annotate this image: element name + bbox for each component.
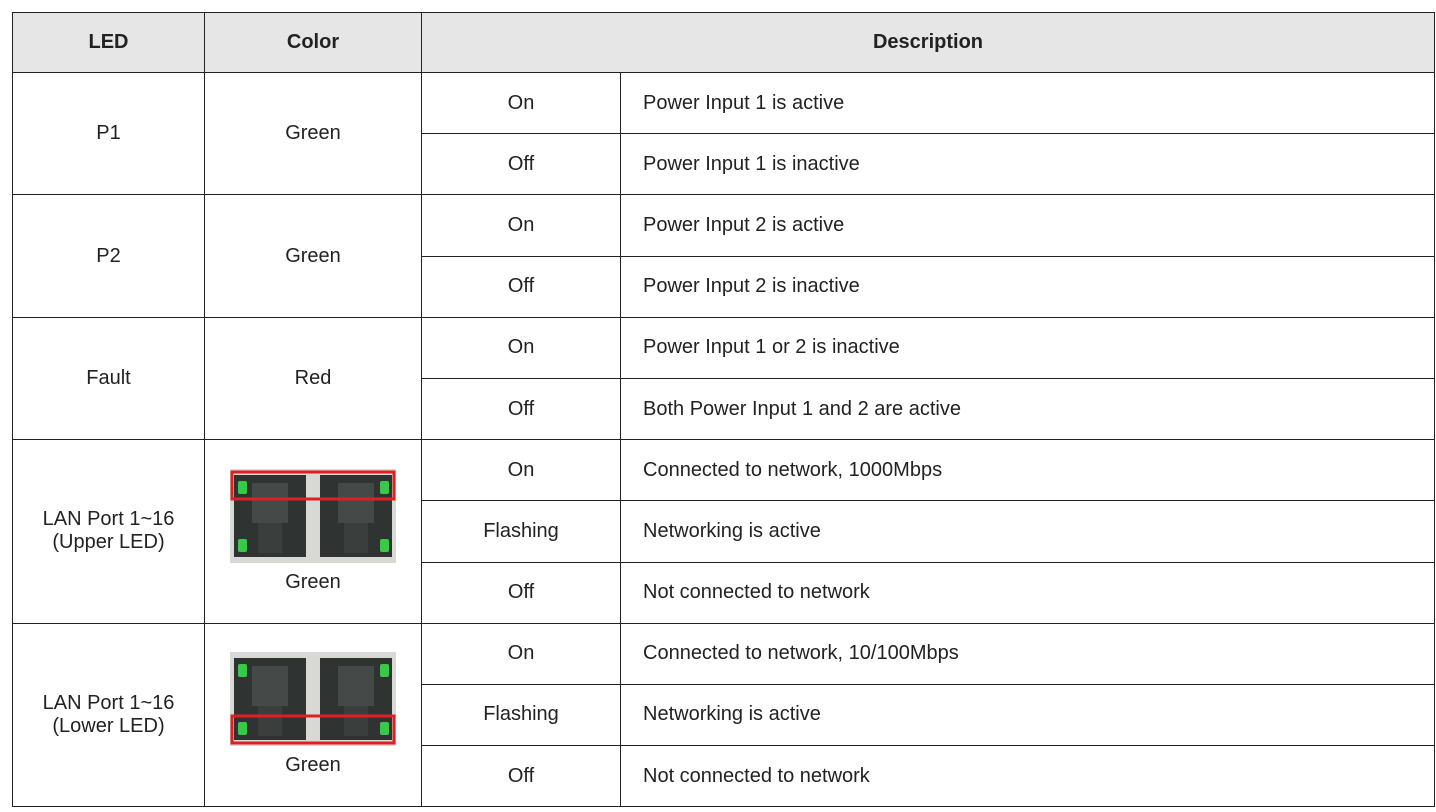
led-light	[238, 538, 247, 552]
highlight-box	[230, 470, 396, 501]
led-cell: P2	[12, 194, 205, 318]
led-cell: LAN Port 1~16 (Upper LED)	[12, 439, 205, 624]
led-name: P2	[96, 244, 121, 267]
table-row: Fault Red On Power Input 1 or 2 is inactive	[12, 316, 1435, 441]
description-cell: Power Input 1 is active	[620, 71, 1435, 135]
led-light	[238, 480, 247, 494]
led-table: LED Color Description P1 Green On Power Inp…	[12, 12, 1435, 808]
led-cell: Fault	[12, 316, 205, 441]
color-cell: Green	[204, 439, 422, 624]
jack-slot	[344, 706, 368, 737]
led-name: LAN Port 1~16	[42, 691, 175, 714]
led-name: LAN Port 1~16	[42, 508, 175, 531]
led-name: Fault	[86, 366, 131, 389]
header-cell: Description	[421, 12, 1435, 73]
header-cell: Color	[204, 12, 422, 73]
color-name: Green	[285, 122, 341, 145]
color-content: Green	[205, 652, 421, 777]
state-cell: On	[421, 71, 621, 135]
jack-slot	[338, 482, 374, 523]
state-cell: Off	[421, 377, 621, 441]
jack-slot	[258, 706, 282, 737]
state-cell: Flashing	[421, 500, 621, 563]
lan-port-icon	[230, 652, 396, 747]
highlight-box	[230, 714, 396, 745]
table-row: Off Not connected to network	[13, 745, 1435, 808]
description-cell: Power Input 2 is inactive	[620, 255, 1435, 318]
table-row: Flashing Networking is active	[13, 500, 1435, 563]
description-cell: Networking is active	[620, 683, 1435, 747]
jack-slot	[252, 666, 288, 707]
led-light	[380, 722, 389, 736]
jack-slot	[344, 522, 368, 553]
description-cell: Both Power Input 1 and 2 are active	[620, 377, 1435, 441]
color-name: Green	[285, 244, 341, 267]
jack-slot	[338, 666, 374, 707]
color-content: Green	[205, 245, 421, 268]
color-cell: Green	[204, 622, 422, 808]
description-cell: Power Input 2 is active	[620, 194, 1435, 257]
led-light	[238, 722, 247, 736]
state-cell: Off	[421, 561, 621, 624]
description-cell: Connected to network, 1000Mbps	[620, 439, 1435, 502]
jack-slot	[258, 522, 282, 553]
lan-port-icon	[230, 468, 396, 563]
state-cell: Off	[421, 133, 621, 196]
jack-slot	[252, 482, 288, 523]
table-row: Off Not connected to network	[13, 561, 1435, 624]
led-name: (Lower LED)	[52, 714, 165, 737]
description-cell: Power Input 1 is inactive	[620, 133, 1435, 196]
table-row: Off Power Input 1 is inactive	[13, 133, 1435, 196]
color-cell: Red	[204, 316, 422, 441]
color-content: Green	[205, 468, 421, 594]
state-cell: Flashing	[421, 683, 621, 747]
color-cell: Green	[204, 71, 422, 196]
led-light	[238, 664, 247, 678]
color-name: Green	[285, 754, 341, 777]
color-cell: Green	[204, 194, 422, 318]
page: LED Color Description P1 Green On Power Inp…	[12, 12, 1435, 808]
description-cell: Not connected to network	[620, 561, 1435, 624]
led-name: (Upper LED)	[52, 531, 165, 554]
table-row: Off Power Input 2 is inactive	[13, 255, 1435, 318]
table-row: LAN Port 1~16 (Upper LED) Green On Connected…	[12, 439, 1435, 624]
led-light	[380, 538, 389, 552]
table-row: Flashing Networking is active	[13, 683, 1435, 747]
description-cell: Power Input 1 or 2 is inactive	[620, 316, 1435, 379]
color-content: Red	[205, 367, 421, 390]
state-cell: On	[421, 439, 621, 502]
table-row: Off Both Power Input 1 and 2 are active	[13, 377, 1435, 441]
color-name: Green	[285, 570, 341, 593]
state-cell: Off	[421, 255, 621, 318]
table-row: P2 Green On Power Input 2 is active	[12, 194, 1435, 318]
header-cell: LED	[12, 12, 205, 73]
state-cell: On	[421, 194, 621, 257]
description-cell: Networking is active	[620, 500, 1435, 563]
led-cell: P1	[12, 71, 205, 196]
led-light	[380, 664, 389, 678]
state-cell: On	[421, 622, 621, 685]
table-row: P1 Green On Power Input 1 is active	[12, 71, 1435, 196]
led-name: P1	[96, 122, 121, 145]
color-content: Green	[205, 122, 421, 145]
table-row: LAN Port 1~16 (Lower LED) Green On Connected…	[12, 622, 1435, 808]
state-cell: Off	[421, 745, 621, 808]
description-cell: Connected to network, 10/100Mbps	[620, 622, 1435, 685]
description-cell: Not connected to network	[620, 745, 1435, 808]
header-row: LED Color Description	[12, 12, 1435, 73]
color-name: Red	[294, 366, 332, 389]
led-light	[380, 480, 389, 494]
state-cell: On	[421, 316, 621, 379]
led-cell: LAN Port 1~16 (Lower LED)	[12, 622, 205, 808]
